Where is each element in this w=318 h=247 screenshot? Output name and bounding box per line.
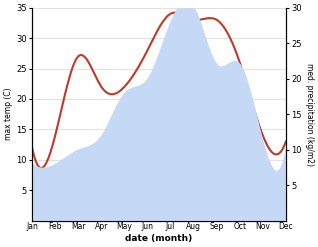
Y-axis label: med. precipitation (kg/m2): med. precipitation (kg/m2) [305, 63, 314, 166]
Y-axis label: max temp (C): max temp (C) [4, 88, 13, 141]
X-axis label: date (month): date (month) [125, 234, 193, 243]
